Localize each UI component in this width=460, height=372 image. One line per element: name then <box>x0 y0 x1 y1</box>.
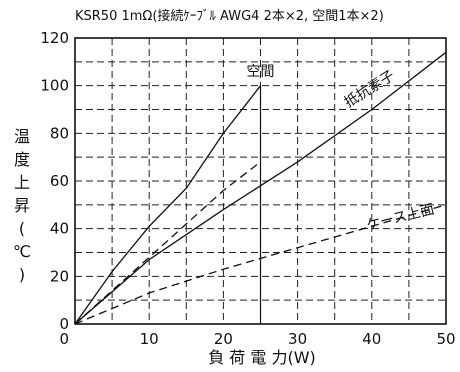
y-tick-label: 120 <box>40 29 69 47</box>
y-tick-label: 60 <box>50 172 69 190</box>
y-axis-ticks: 0 20 40 60 80 100 120 <box>40 29 69 333</box>
y-axis-label-char: 昇 <box>14 196 30 215</box>
y-axis-label-char: ( <box>19 219 25 238</box>
y-axis-label-char: 上 <box>14 173 30 192</box>
chart-title: KSR50 1mΩ(接続ｹｰﾌﾞﾙ AWG4 2本×2, 空間1本×2) <box>75 8 384 24</box>
series-line-4 <box>74 204 447 325</box>
x-tick-label: 50 <box>436 330 455 348</box>
y-axis-label-char: 度 <box>14 150 30 169</box>
series-line-2 <box>74 161 261 325</box>
y-axis-label-char: 温 <box>14 127 30 146</box>
x-tick-label: 40 <box>362 330 381 348</box>
x-tick-label: 20 <box>214 330 233 348</box>
series-line-1 <box>74 85 262 325</box>
y-tick-label: 80 <box>50 124 69 142</box>
y-tick-label: 0 <box>59 315 69 333</box>
x-tick-label: 0 <box>59 330 69 348</box>
x-tick-label: 10 <box>140 330 159 348</box>
y-tick-label: 100 <box>40 77 69 95</box>
x-axis-ticks: 0 10 20 30 40 50 <box>59 330 455 348</box>
y-axis-label-char: ) <box>19 265 25 284</box>
annotation-label: 空間 <box>247 64 275 80</box>
series-line-3 <box>74 51 447 325</box>
annotation-label: 抵抗素子 <box>342 68 398 111</box>
plot-frame <box>74 37 447 325</box>
y-axis-label-char: ℃ <box>13 242 31 261</box>
y-tick-label: 20 <box>50 267 69 285</box>
x-axis-label: 負 荷 電 力(W) <box>208 348 316 367</box>
x-tick-label: 30 <box>288 330 307 348</box>
y-tick-label: 40 <box>50 220 69 238</box>
series-layer <box>74 51 447 325</box>
grid <box>75 38 446 324</box>
